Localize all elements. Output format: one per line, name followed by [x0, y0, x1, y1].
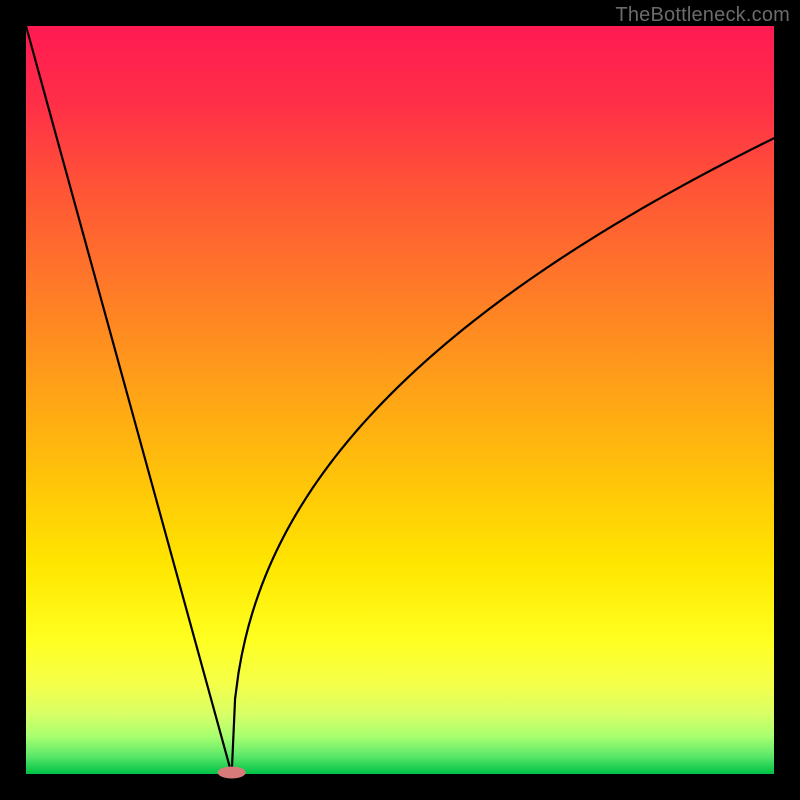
watermark-text: TheBottleneck.com: [615, 4, 790, 27]
optimal-point-marker: [218, 767, 246, 779]
chart-gradient-background: [26, 26, 774, 774]
watermark-label: TheBottleneck.com: [615, 4, 790, 26]
chart-container: TheBottleneck.com: [0, 0, 800, 800]
bottleneck-curve-chart: [0, 0, 800, 800]
